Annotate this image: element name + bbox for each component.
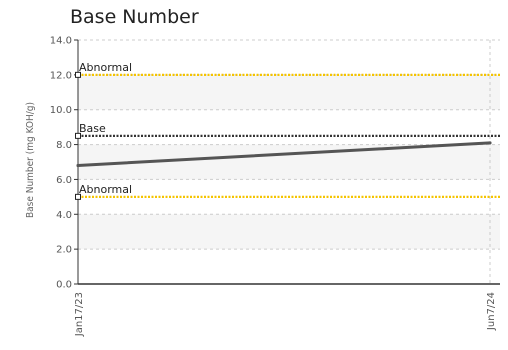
chart-title: Base Number: [70, 6, 199, 28]
x-tick-label: Jun7/24: [486, 292, 497, 331]
y-axis-label: Base Number (mg KOH/g): [25, 102, 36, 218]
data-point: [76, 163, 80, 167]
y-tick-label: 8.0: [56, 140, 72, 151]
y-tick-label: 4.0: [56, 210, 72, 221]
y-tick-labels: 0.0 2.0 4.0 6.0 8.0 10.0 12.0 14.0: [50, 36, 72, 291]
reference-marker: [75, 132, 81, 139]
reference-lines: Abnormal Base Abnormal: [75, 61, 500, 200]
y-tick-label: 12.0: [50, 70, 72, 81]
y-tick-label: 10.0: [50, 105, 72, 116]
y-tick-label: 2.0: [56, 245, 72, 256]
band: [78, 74, 500, 110]
reference-marker: [75, 71, 81, 78]
y-tick-label: 6.0: [56, 175, 72, 186]
data-series: [76, 141, 492, 167]
reference-label: Base: [79, 122, 106, 135]
x-tick-label: Jan17/23: [74, 292, 85, 337]
reference-label: Abnormal: [79, 183, 132, 196]
series-line: [76, 141, 492, 167]
x-tick-labels: Jan17/23 Jun7/24: [74, 292, 497, 337]
band: [78, 214, 500, 250]
y-tick-label: 0.0: [56, 280, 72, 291]
y-tick-label: 14.0: [50, 36, 72, 47]
reference-label: Abnormal: [79, 61, 132, 74]
data-point: [488, 141, 492, 145]
axes: [74, 39, 500, 285]
reference-marker: [75, 193, 81, 200]
